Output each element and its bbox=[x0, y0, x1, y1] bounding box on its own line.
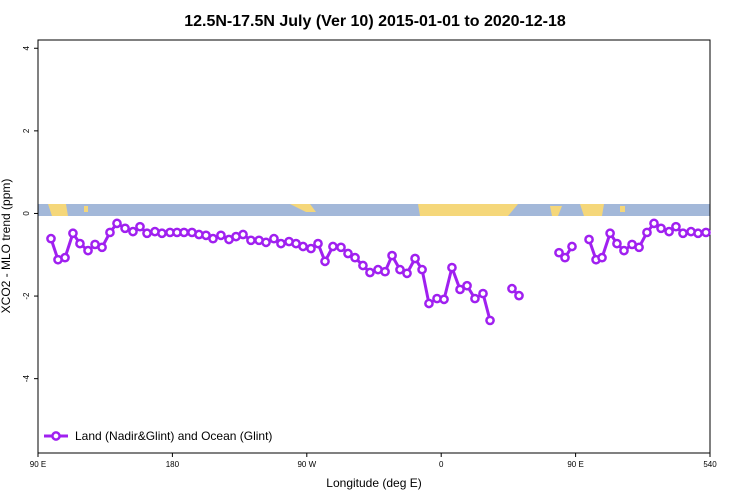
legend-item: Land (Nadir&Glint) and Ocean (Glint) bbox=[44, 429, 272, 443]
y-tick-label: 2 bbox=[22, 128, 31, 133]
data-point bbox=[470, 293, 480, 304]
data-point bbox=[216, 230, 226, 241]
x-tick-label: 0 bbox=[439, 460, 444, 469]
data-point bbox=[642, 227, 652, 238]
x-axis-label: Longitude (deg E) bbox=[326, 476, 421, 490]
y-tick-label: -2 bbox=[22, 292, 31, 300]
y-axis-label: XCO2 - MLO trend (ppm) bbox=[0, 179, 13, 314]
data-point bbox=[298, 241, 308, 252]
data-point bbox=[46, 233, 56, 244]
x-tick-label: 90 E bbox=[567, 460, 583, 469]
data-point bbox=[135, 221, 145, 232]
x-tick-label: 180 bbox=[166, 460, 180, 469]
data-point bbox=[478, 288, 488, 299]
data-point bbox=[584, 234, 594, 245]
data-point bbox=[701, 227, 711, 238]
data-point bbox=[60, 252, 70, 263]
data-point bbox=[83, 245, 93, 256]
data-point bbox=[678, 228, 688, 239]
data-point bbox=[68, 228, 78, 239]
data-point bbox=[276, 238, 286, 249]
data-point bbox=[567, 241, 577, 252]
data-point bbox=[462, 280, 472, 291]
data-point bbox=[387, 250, 397, 261]
data-point bbox=[358, 260, 368, 271]
data-point bbox=[656, 223, 666, 234]
x-tick-label: 90 E bbox=[30, 460, 46, 469]
data-point bbox=[439, 294, 449, 305]
data-point bbox=[664, 226, 674, 237]
legend-label: Land (Nadir&Glint) and Ocean (Glint) bbox=[75, 429, 272, 443]
data-point bbox=[246, 235, 256, 246]
data-point bbox=[395, 264, 405, 275]
data-point bbox=[455, 284, 465, 295]
data-point bbox=[112, 218, 122, 229]
x-tick-label: 540 bbox=[703, 460, 717, 469]
data-point bbox=[179, 227, 189, 238]
data-point bbox=[128, 226, 138, 237]
data-point bbox=[75, 238, 85, 249]
data-point bbox=[514, 290, 524, 301]
data-point bbox=[402, 268, 412, 279]
data-point bbox=[424, 298, 434, 309]
data-point bbox=[649, 218, 659, 229]
data-point bbox=[554, 247, 564, 258]
y-tick-label: -4 bbox=[22, 375, 31, 383]
legend-marker bbox=[51, 431, 61, 441]
data-point bbox=[157, 228, 167, 239]
data-point bbox=[313, 238, 323, 249]
data-point bbox=[142, 228, 152, 239]
x-tick-label: 90 W bbox=[297, 460, 316, 469]
data-point bbox=[343, 248, 353, 259]
data-point bbox=[328, 241, 338, 252]
data-point bbox=[634, 242, 644, 253]
data-point bbox=[320, 256, 330, 267]
map-strip bbox=[38, 204, 710, 216]
data-point bbox=[238, 229, 248, 240]
data-point bbox=[97, 242, 107, 253]
data-point bbox=[380, 266, 390, 277]
y-tick-label: 4 bbox=[22, 45, 31, 50]
data-point bbox=[261, 237, 271, 248]
data-point bbox=[410, 253, 420, 264]
data-point bbox=[120, 223, 130, 234]
data-point bbox=[105, 227, 115, 238]
data-point bbox=[306, 243, 316, 254]
data-point bbox=[612, 238, 622, 249]
data-point bbox=[693, 228, 703, 239]
data-point bbox=[560, 252, 570, 263]
data-point bbox=[485, 315, 495, 326]
data-point bbox=[605, 228, 615, 239]
data-point bbox=[365, 267, 375, 278]
data-point bbox=[597, 252, 607, 263]
data-point bbox=[350, 252, 360, 263]
data-point bbox=[269, 233, 279, 244]
plot-frame bbox=[37, 39, 711, 454]
data-point bbox=[417, 264, 427, 275]
data-point bbox=[447, 262, 457, 273]
data-point bbox=[507, 283, 517, 294]
data-point bbox=[671, 221, 681, 232]
data-point bbox=[208, 233, 218, 244]
data-point bbox=[336, 242, 346, 253]
data-point bbox=[619, 245, 629, 256]
chart-title: 12.5N-17.5N July (Ver 10) 2015-01-01 to … bbox=[184, 13, 566, 30]
y-tick-label: 0 bbox=[22, 211, 31, 216]
